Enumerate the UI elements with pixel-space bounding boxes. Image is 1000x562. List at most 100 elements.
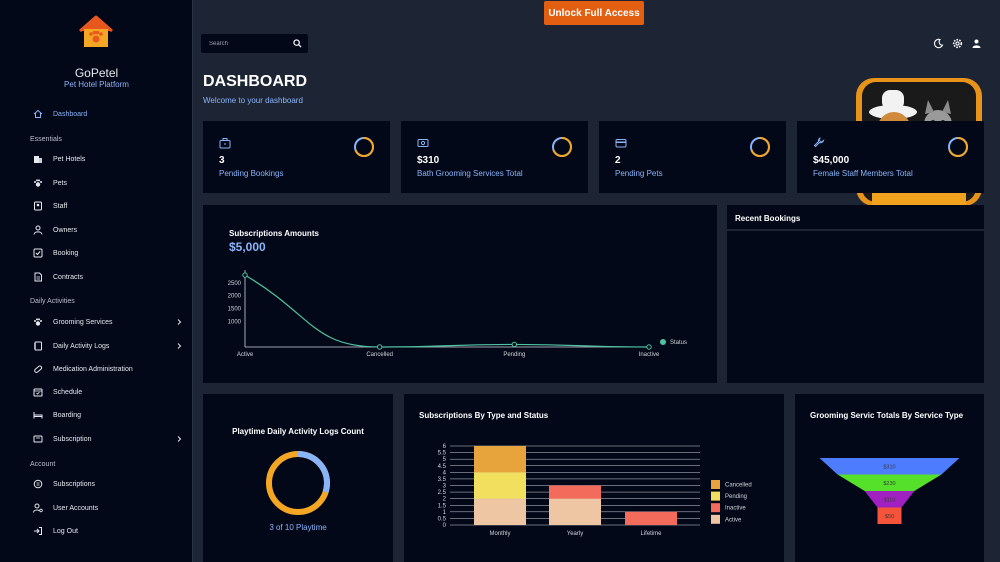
user-icon xyxy=(33,225,43,235)
legend-label: Pending xyxy=(725,494,747,500)
stat-card-pending-bookings[interactable]: 3 Pending Bookings xyxy=(203,121,390,193)
sidebar-item-contracts[interactable]: Contracts xyxy=(0,267,193,287)
playtime-panel: Playtime Daily Activity Logs Count 3 of … xyxy=(203,394,393,562)
sidebar-item-label: Owners xyxy=(53,226,78,234)
x-tick-label: Yearly xyxy=(567,531,583,537)
sidebar-item-dashboard[interactable]: Dashboard xyxy=(0,104,193,124)
panel-title: Subscriptions Amounts xyxy=(229,229,319,238)
stat-value: 2 xyxy=(615,155,621,166)
panel-title: Grooming Servic Totals By Service Type xyxy=(810,411,964,420)
page-title: DASHBOARD xyxy=(203,73,307,90)
stat-card-bath-grooming[interactable]: $310 Bath Grooming Services Total xyxy=(401,121,588,193)
legend-swatch xyxy=(711,503,720,513)
bar-segment xyxy=(549,498,601,525)
sidebar-item-label: Dashboard xyxy=(53,110,88,118)
sidebar-item-label: Contracts xyxy=(53,273,83,281)
y-tick-label: 1 xyxy=(443,510,447,516)
stat-value: $310 xyxy=(417,155,440,166)
data-point xyxy=(646,344,652,350)
sidebar-item-subscriptions[interactable]: Subscriptions xyxy=(0,474,193,494)
x-tick-label: Lifetime xyxy=(640,531,662,537)
sidebar: GoPetel Pet Hotel Platform Dashboard Ess… xyxy=(0,0,193,562)
sidebar-item-daily-activity-logs[interactable]: Daily Activity Logs xyxy=(0,336,193,356)
progress-ring-icon xyxy=(354,137,374,157)
sidebar-item-boarding[interactable]: Boarding xyxy=(0,405,193,425)
funnel-segment xyxy=(837,474,942,491)
sidebar-item-user-accounts[interactable]: User Accounts xyxy=(0,498,193,518)
profile-icon[interactable] xyxy=(971,38,982,49)
legend-swatch xyxy=(711,480,720,489)
sidebar-item-pet-hotels[interactable]: Pet Hotels xyxy=(0,149,193,169)
series-line xyxy=(244,274,650,348)
legend-swatch xyxy=(711,514,720,524)
x-tick-label: Cancelled xyxy=(366,352,393,358)
chevron-right-icon xyxy=(177,319,182,325)
funnel-label: $110 xyxy=(884,497,896,503)
sidebar-item-label: Boarding xyxy=(53,411,82,419)
y-tick-label: 2 xyxy=(443,497,447,503)
data-point xyxy=(242,272,248,278)
logo-icon xyxy=(79,15,113,47)
sidebar-item-label: Daily Activity Logs xyxy=(53,342,110,350)
sidebar-item-label: User Accounts xyxy=(53,504,99,512)
stat-card-pending-pets[interactable]: 2 Pending Pets xyxy=(599,121,786,193)
stat-value: $45,000 xyxy=(813,155,850,166)
legend-label: Inactive xyxy=(725,506,746,512)
stat-value: 3 xyxy=(219,155,225,166)
subscriptions-amounts-panel: Subscriptions Amounts $5,000 1000 1500 200… xyxy=(203,205,717,383)
bar-segment xyxy=(625,511,677,525)
panel-title: Playtime Daily Activity Logs Count xyxy=(232,427,364,436)
funnel-label: $50 xyxy=(885,514,894,520)
building-icon xyxy=(33,154,43,164)
sidebar-item-label: Staff xyxy=(53,202,68,210)
dark-mode-icon[interactable] xyxy=(933,38,944,49)
home-icon xyxy=(33,109,43,119)
y-tick-label: 2500 xyxy=(228,281,242,287)
sidebar-item-log-out[interactable]: Log Out xyxy=(0,521,193,541)
search-icon[interactable] xyxy=(293,39,302,48)
paw-icon xyxy=(33,317,43,327)
progress-ring-icon xyxy=(948,137,968,157)
sidebar-item-label: Pets xyxy=(53,179,68,187)
y-tick-label: 5.5 xyxy=(438,451,447,457)
y-tick-label: 1.5 xyxy=(438,503,447,509)
sidebar-item-label: Subscriptions xyxy=(53,480,96,488)
legend-label: Cancelled xyxy=(725,483,752,489)
sidebar-item-subscription[interactable]: Subscription xyxy=(0,429,193,449)
sidebar-item-staff[interactable]: Staff xyxy=(0,196,193,216)
playtime-donut-chart xyxy=(266,451,330,515)
y-tick-label: 6 xyxy=(443,444,447,450)
stat-label: Bath Grooming Services Total xyxy=(417,169,523,178)
legend-label: Status xyxy=(670,340,687,346)
stat-card-female-staff[interactable]: $45,000 Female Staff Members Total xyxy=(797,121,984,193)
data-point xyxy=(376,344,383,350)
y-tick-label: 4.5 xyxy=(438,464,447,470)
sidebar-item-label: Booking xyxy=(53,249,79,257)
sidebar-item-pets[interactable]: Pets xyxy=(0,173,193,193)
sidebar-item-grooming-services[interactable]: Grooming Services xyxy=(0,312,193,332)
user-gear-icon xyxy=(33,503,43,513)
card-icon xyxy=(615,139,627,148)
money-icon xyxy=(417,139,429,147)
sidebar-item-schedule[interactable]: Schedule xyxy=(0,382,193,402)
section-daily-activities: Daily Activities xyxy=(30,298,75,305)
y-tick-label: 1000 xyxy=(228,319,242,325)
progress-ring-icon xyxy=(750,137,770,157)
funnel-segment xyxy=(877,507,902,524)
stat-label: Female Staff Members Total xyxy=(813,169,913,178)
search-input[interactable] xyxy=(201,34,289,53)
settings-icon[interactable] xyxy=(952,38,963,49)
paw-icon xyxy=(33,178,43,188)
legend-marker xyxy=(660,339,666,345)
unlock-full-access-button[interactable]: Unlock Full Access xyxy=(544,1,644,25)
data-point xyxy=(511,341,518,348)
funnel-label: $310 xyxy=(883,464,895,470)
document-icon xyxy=(33,272,43,282)
sidebar-item-booking[interactable]: Booking xyxy=(0,243,193,263)
sidebar-item-owners[interactable]: Owners xyxy=(0,220,193,240)
brand-name: GoPetel xyxy=(74,66,119,80)
search-box xyxy=(201,34,308,53)
sidebar-item-medication-administration[interactable]: Medication Administration xyxy=(0,359,193,379)
sidebar-item-label: Schedule xyxy=(53,388,83,396)
calendar-icon xyxy=(33,387,43,397)
